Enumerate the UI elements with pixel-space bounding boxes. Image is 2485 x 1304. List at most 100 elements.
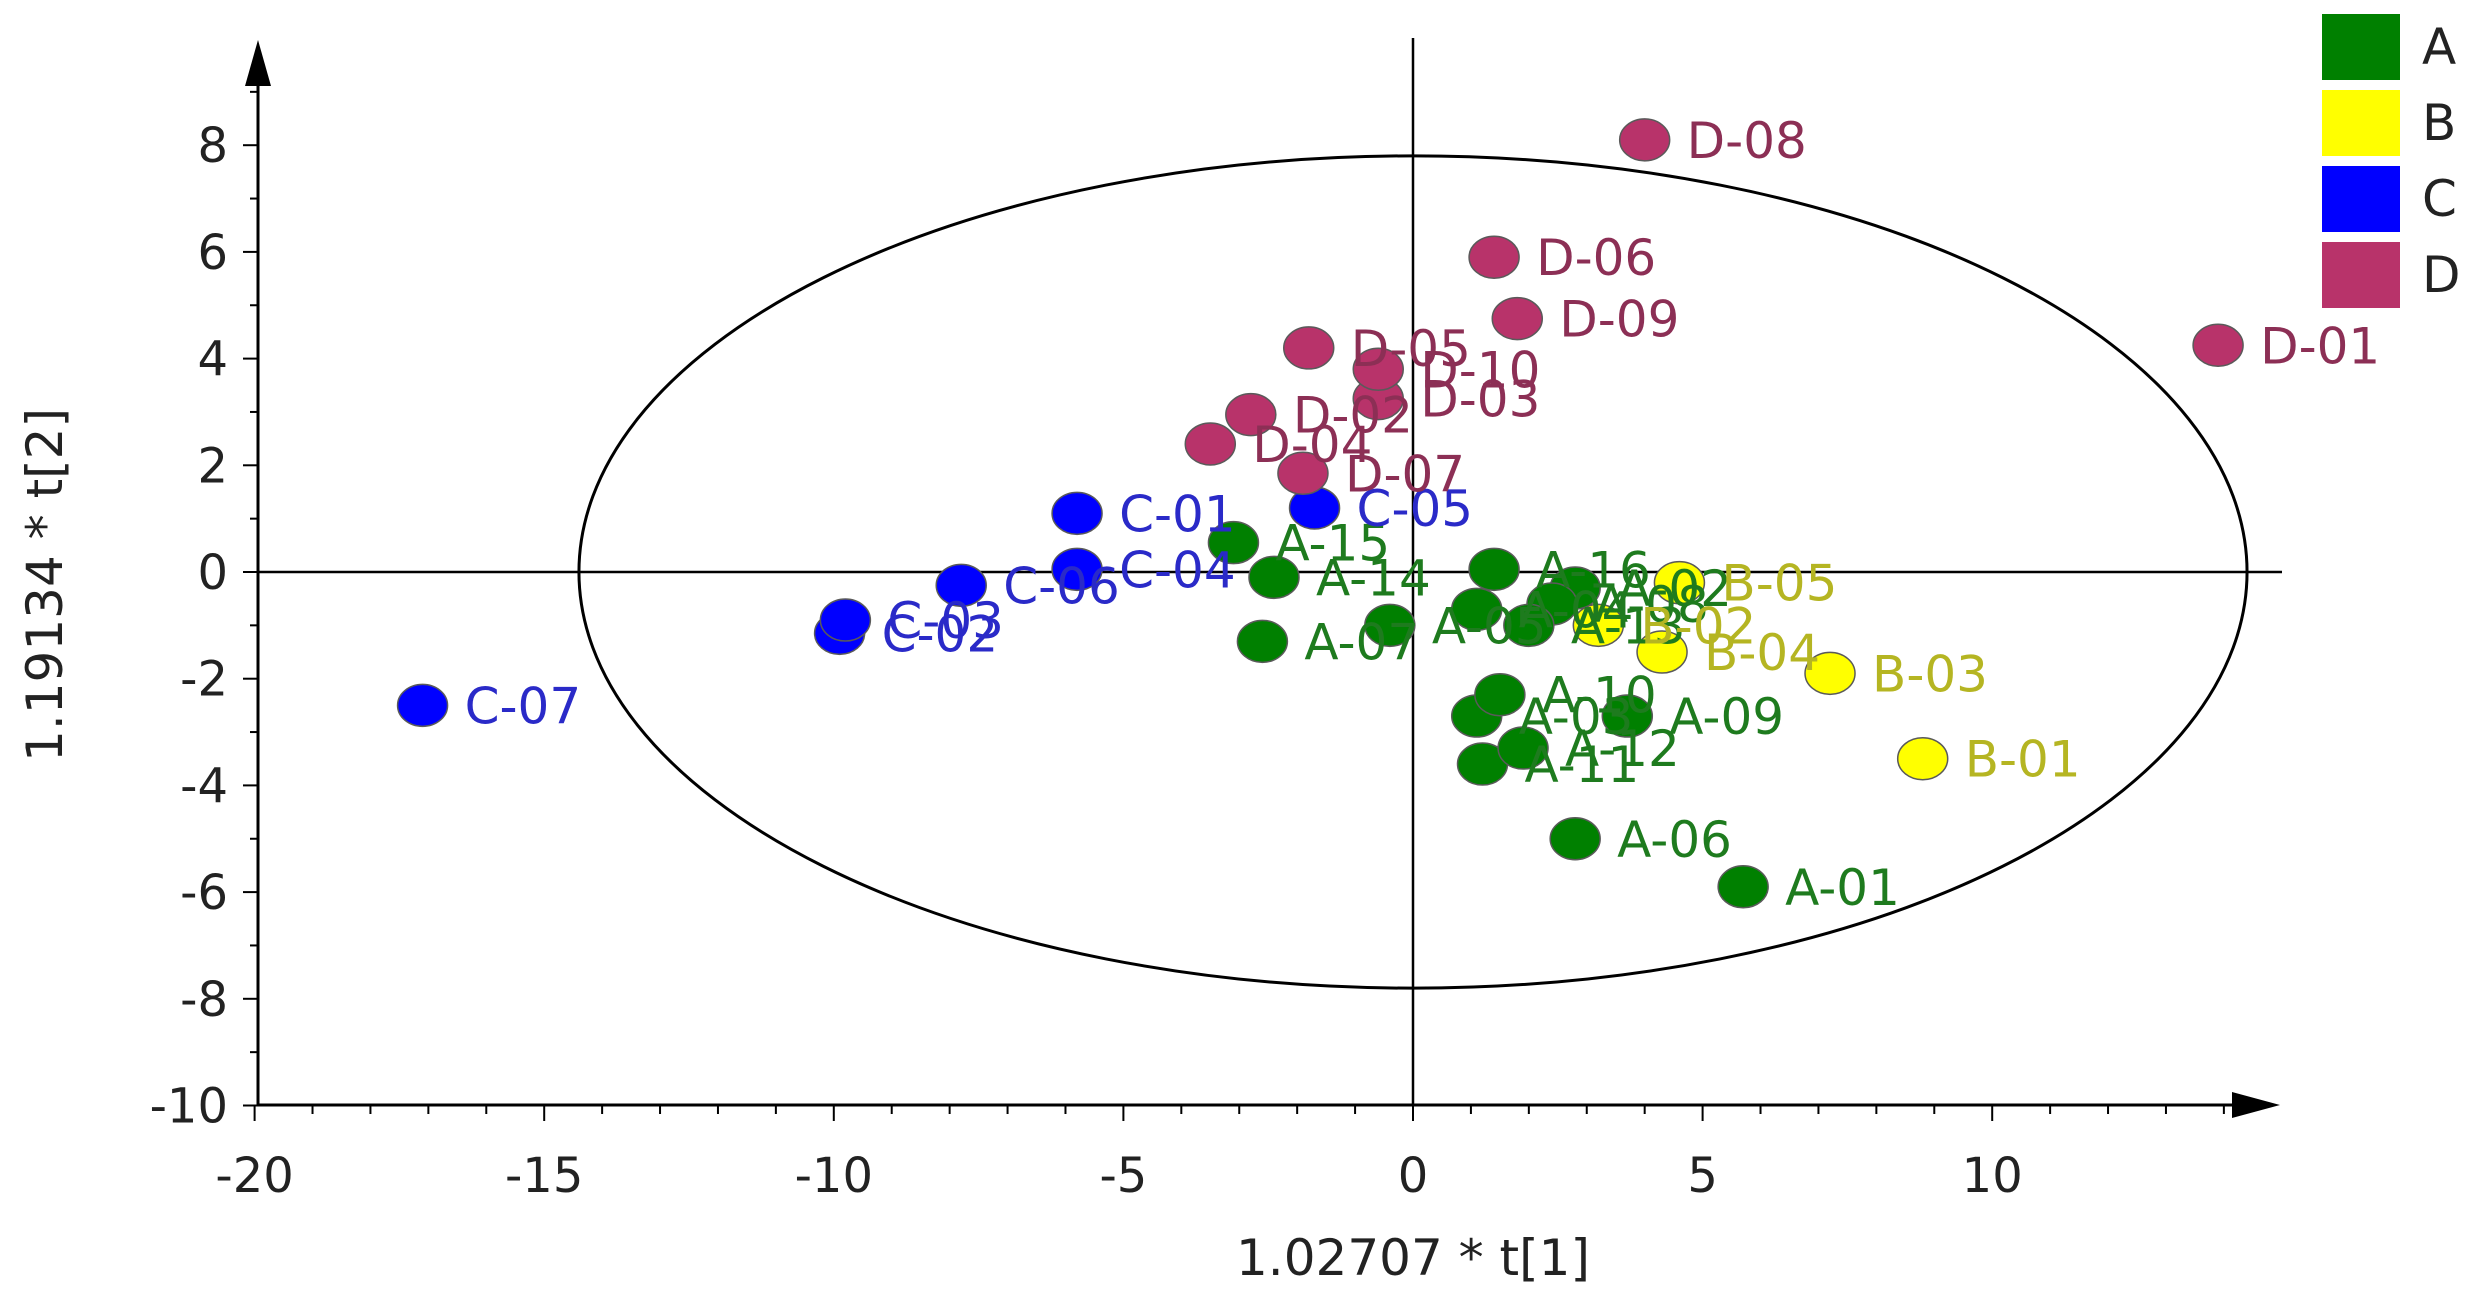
point-label-c-01: C-01: [1119, 485, 1236, 543]
legend-label-d: D: [2422, 246, 2461, 304]
point-d-10: [1352, 347, 1404, 392]
point-label-b-02: B-02: [1640, 597, 1756, 655]
point-label-d-03: D-03: [1420, 371, 1540, 429]
point-d-07: [1277, 451, 1329, 496]
point-label-a-01: A-01: [1785, 859, 1900, 917]
point-label-d-10: D-10: [1420, 341, 1540, 399]
x-tick-label: -20: [215, 1148, 293, 1204]
y-tick-label: -6: [180, 865, 228, 921]
point-label-a-07: A-07: [1304, 613, 1419, 671]
x-tick-label: -10: [795, 1148, 873, 1204]
y-tick-label: 0: [197, 545, 228, 601]
legend-swatch-a: [2322, 14, 2400, 80]
point-a-06: [1549, 817, 1601, 861]
point-label-a-12: A-12: [1565, 720, 1680, 778]
point-label-a-03: A-03: [1519, 688, 1634, 746]
x-tick-label: -5: [1099, 1148, 1147, 1204]
point-a-12: [1497, 726, 1549, 770]
x-tick-label: -15: [505, 1148, 583, 1204]
point-a-07: [1236, 619, 1289, 664]
y-tick-label: 6: [197, 225, 228, 281]
x-axis-title: 1.02707 * t[1]: [1236, 1229, 1590, 1287]
point-a-05: [1364, 603, 1416, 648]
point-label-d-01: D-01: [2260, 317, 2380, 375]
point-b-02: [1572, 603, 1625, 648]
y-tick-label: -8: [180, 972, 228, 1028]
point-c-07: [396, 683, 449, 728]
point-label-b-05: B-05: [1721, 555, 1837, 613]
point-label-c-07: C-07: [465, 677, 582, 735]
point-c-03: [819, 598, 872, 642]
point-label-c-04: C-04: [1119, 541, 1236, 599]
data-points: [396, 118, 2244, 909]
point-a-14: [1248, 555, 1300, 600]
point-label-c-02: C-02: [882, 605, 999, 663]
x-axis-arrow: [2232, 1092, 2280, 1118]
point-label-d-09: D-09: [1559, 291, 1679, 349]
point-d-02: [1225, 392, 1277, 437]
point-label-b-01: B-01: [1965, 731, 2081, 789]
x-tick-label: 0: [1398, 1148, 1429, 1204]
point-label-d-08: D-08: [1687, 112, 1807, 170]
y-tick-label: -4: [180, 758, 228, 814]
y-tick-label: 4: [197, 332, 228, 388]
point-label-a-09: A-09: [1669, 688, 1784, 746]
point-d-04: [1184, 422, 1237, 466]
point-b-03: [1804, 651, 1856, 696]
point-label-a-14: A-14: [1316, 549, 1431, 607]
point-label-c-03: C-03: [887, 592, 1004, 650]
point-a-09: [1601, 694, 1654, 738]
point-label-b-03: B-03: [1872, 645, 1988, 703]
point-label-d-06: D-06: [1536, 229, 1656, 287]
point-a-13: [1503, 603, 1555, 648]
y-tick-label: -2: [180, 652, 228, 708]
legend-swatch-c: [2322, 166, 2400, 232]
point-b-01: [1896, 736, 1949, 781]
point-label-d-05: D-05: [1351, 320, 1471, 378]
point-d-06: [1468, 235, 1520, 279]
point-label-b-04: B-04: [1704, 624, 1820, 682]
point-label-a-04: A-04: [1519, 581, 1634, 639]
point-d-09: [1491, 296, 1544, 341]
point-a-16: [1468, 547, 1520, 592]
point-label-a-13: A-13: [1571, 597, 1686, 655]
x-tick-label: 10: [1962, 1148, 2023, 1204]
x-tick-label: 5: [1687, 1148, 1718, 1204]
legend-label-a: A: [2422, 18, 2456, 76]
point-a-15: [1207, 520, 1260, 565]
point-d-05: [1282, 326, 1335, 370]
point-c-01: [1051, 491, 1103, 536]
point-label-c-06: C-06: [1003, 557, 1120, 615]
point-label-c-05: C-05: [1357, 480, 1474, 538]
point-label-a-11: A-11: [1525, 736, 1640, 794]
point-label-d-02: D-02: [1293, 387, 1413, 445]
point-label-a-05: A-05: [1432, 597, 1547, 655]
point-label-d-04: D-04: [1252, 416, 1372, 474]
point-labels: A-01 A-02 A-03 A-04A-05 A-06 A-07 A-08 A-09A-10…: [465, 112, 2381, 917]
point-a-10: [1474, 672, 1526, 717]
point-label-a-10: A-10: [1542, 667, 1657, 725]
y-axis-arrow: [245, 40, 271, 86]
point-label-a-16: A-16: [1536, 541, 1651, 599]
point-label-a-08: A-08: [1594, 576, 1709, 634]
point-b-05: [1653, 560, 1706, 605]
legend-label-b: B: [2422, 94, 2456, 152]
point-d-08: [1618, 118, 1671, 162]
point-label-a-02: A-02: [1617, 560, 1732, 618]
legend-swatch-d: [2322, 242, 2400, 308]
point-b-04: [1636, 630, 1688, 674]
legend-label-c: C: [2422, 170, 2457, 228]
point-a-04: [1450, 587, 1503, 632]
point-c-04: [1051, 547, 1103, 592]
y-tick-label: 8: [197, 118, 228, 174]
y-tick-label: 2: [197, 438, 228, 494]
legend-swatch-b: [2322, 90, 2400, 156]
point-label-d-07: D-07: [1345, 445, 1465, 503]
y-tick-label: -10: [150, 1079, 228, 1135]
point-a-01: [1717, 865, 1769, 909]
point-label-a-15: A-15: [1275, 515, 1390, 573]
y-axis-title: 1.19134 * t[2]: [16, 408, 74, 762]
